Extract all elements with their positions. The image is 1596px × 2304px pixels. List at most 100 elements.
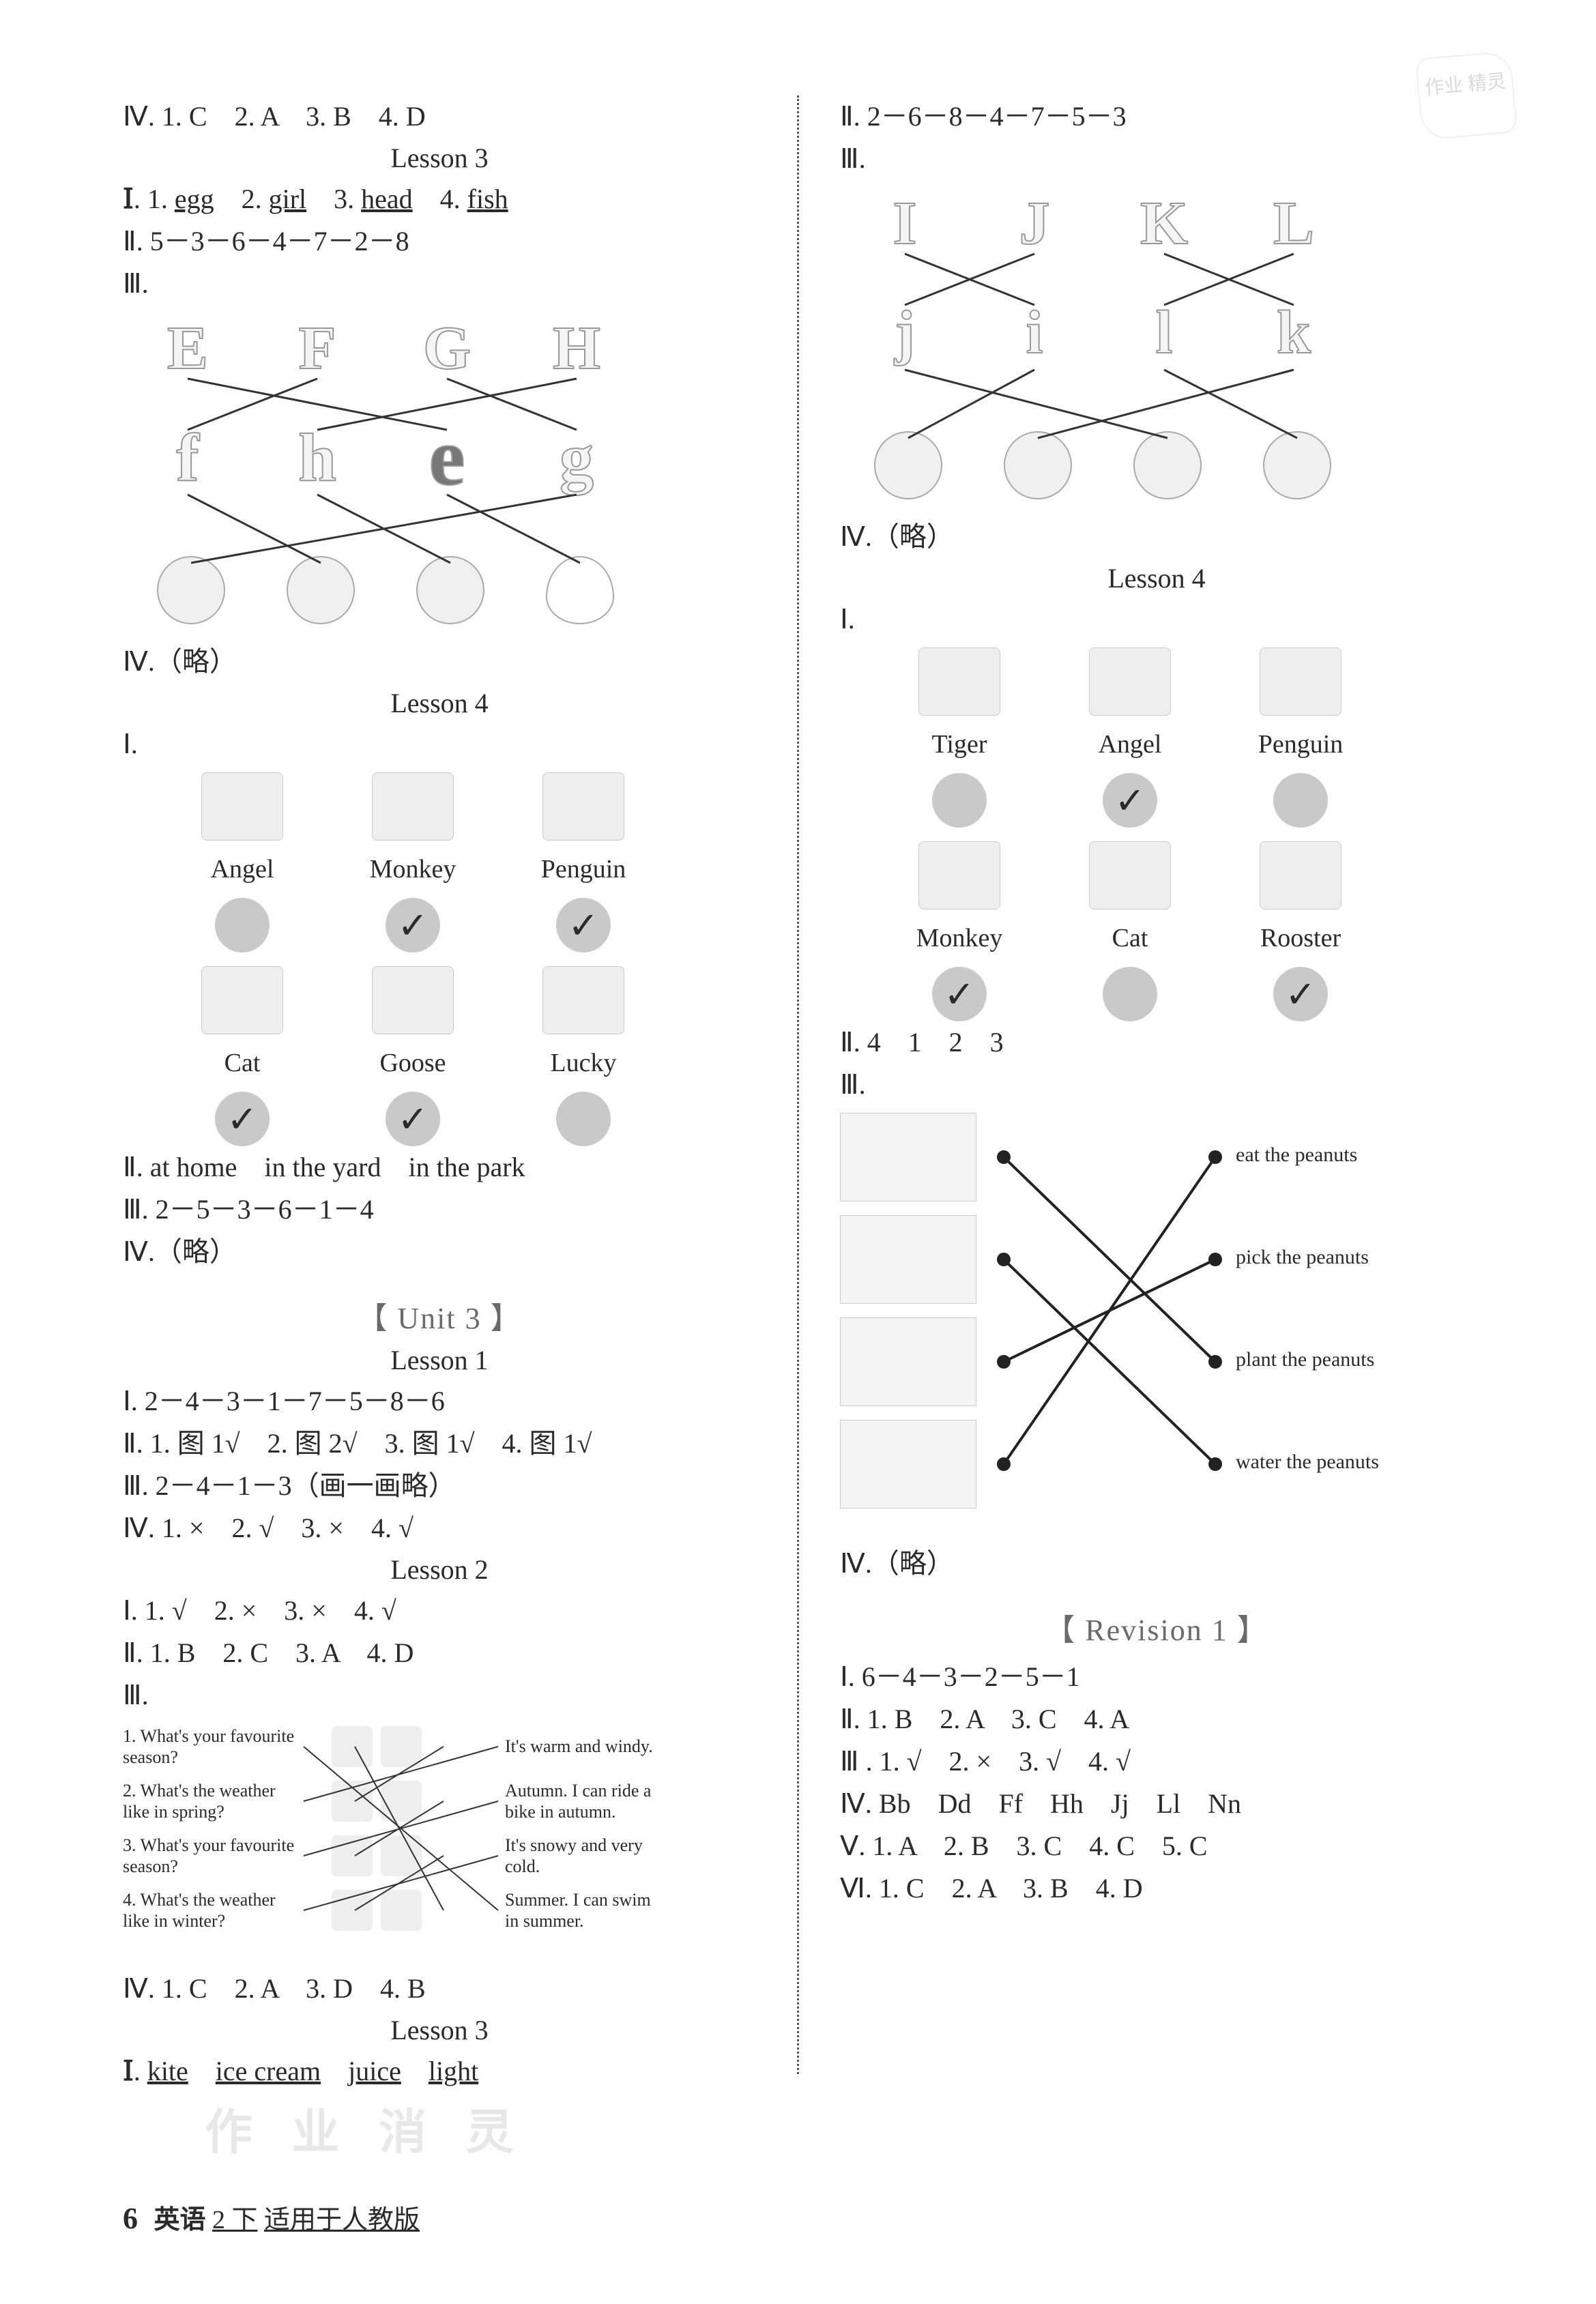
r-l4-iii-label: Ⅲ. <box>840 1064 1473 1106</box>
letter-g-lc: g <box>539 420 614 495</box>
letter-e-lc: e <box>409 420 484 495</box>
img-winter-scene <box>840 1420 976 1508</box>
img-summer-scene <box>840 1215 976 1304</box>
icon-lamp <box>1263 431 1331 499</box>
mark-angel-r: ✓ <box>1103 773 1157 828</box>
mark-penguin: ✓ <box>556 898 611 952</box>
label-water-peanuts: water the peanuts <box>1236 1450 1379 1474</box>
label-goose: Goose <box>379 1048 446 1078</box>
r-iv-omit2: Ⅳ.（略） <box>840 1543 1473 1585</box>
icon-egg <box>546 556 614 624</box>
label-lucky: Lucky <box>550 1048 616 1078</box>
dot-l1 <box>997 1150 1011 1164</box>
u3-l2-title: Lesson 2 <box>123 1554 756 1586</box>
u3-l1-title: Lesson 1 <box>123 1344 756 1376</box>
r-ii-seq: Ⅱ. 2－6－8－4－7－5－3 <box>840 96 1473 138</box>
word-egg: egg <box>175 184 214 214</box>
rev-v: Ⅴ. 1. A 2. B 3. C 4. C 5. C <box>840 1825 1473 1867</box>
mark-penguin-r <box>1273 773 1328 828</box>
dot-l3 <box>997 1355 1011 1369</box>
mark-tiger <box>932 773 987 828</box>
bike-icon <box>332 1726 373 1767</box>
label-eat-peanuts: eat the peanuts <box>1236 1143 1357 1167</box>
r-lesson4-title: Lesson 4 <box>840 562 1473 594</box>
letter-i-lc: i <box>997 295 1072 370</box>
swim-icon <box>381 1890 422 1931</box>
letter-match-ijkl: I J K L j i l k <box>847 186 1365 513</box>
mark-goose: ✓ <box>386 1092 440 1146</box>
iv-answers: Ⅳ. 1. C 2. A 3. B 4. D <box>123 96 756 138</box>
left-column: Ⅳ. 1. C 2. A 3. B 4. D Lesson 3 Ⅰ. 1. eg… <box>123 96 756 2142</box>
qa-match: 1. What's your favourite season? 2. What… <box>123 1719 669 1965</box>
u3-l1-iv: Ⅳ. 1. × 2. √ 3. × 4. √ <box>123 1507 756 1549</box>
label-monkey-r: Monkey <box>916 923 1003 953</box>
letter-K: K <box>1127 186 1202 261</box>
img-angel <box>201 772 283 841</box>
dot-l4 <box>997 1457 1011 1471</box>
r-l4-i-label: Ⅰ. <box>840 604 855 635</box>
dot-r2 <box>1208 1253 1222 1266</box>
u3-l2-iv: Ⅳ. 1. C 2. A 3. D 4. B <box>123 1968 756 2010</box>
spring-icon <box>332 1781 373 1822</box>
mark-angel <box>215 898 270 952</box>
page-footer: 6 英语 2 下 适用于人教版 <box>123 2198 420 2236</box>
rev-iv: Ⅳ. Bb Dd Ff Hh Jj Ll Nn <box>840 1783 1473 1825</box>
letter-j-lc: j <box>867 295 942 370</box>
word-light: light <box>429 2056 478 2086</box>
letter-E: E <box>150 310 225 385</box>
letter-L-lc: l <box>1127 295 1202 370</box>
u3-l1-ii: Ⅱ. 1. 图 1√ 2. 图 2√ 3. 图 1√ 4. 图 1√ <box>123 1423 756 1465</box>
footer-subject: 英语 <box>154 2206 206 2234</box>
label-angel: Angel <box>211 854 274 884</box>
dot-r1 <box>1208 1150 1222 1164</box>
img-rooster <box>1260 841 1341 909</box>
l4-iii: Ⅲ. 2－5－3－6－1－4 <box>123 1189 756 1231</box>
mark-lucky <box>556 1092 611 1146</box>
lesson3-title: Lesson 3 <box>123 142 756 174</box>
img-monkey <box>372 772 454 841</box>
qa-a2: Autumn. I can ride a bike in autumn. <box>505 1774 669 1828</box>
u3-l2-i: Ⅰ. 1. √ 2. × 3. × 4. √ <box>123 1590 756 1632</box>
qa-q3: 3. What's your favourite season? <box>123 1828 300 1883</box>
icon-kite <box>1004 431 1072 499</box>
icon-girl <box>157 556 225 624</box>
mark-monkey: ✓ <box>386 898 440 952</box>
label-monkey: Monkey <box>370 854 456 884</box>
letter-G: G <box>409 310 484 385</box>
u3-l1-i: Ⅰ. 2－4－3－1－7－5－8－6 <box>123 1380 756 1423</box>
dot-r4 <box>1208 1457 1222 1471</box>
rev-i: Ⅰ. 6－4－3－2－5－1 <box>840 1656 1473 1698</box>
label-plant-peanuts: plant the peanuts <box>1236 1348 1374 1371</box>
letter-H: H <box>539 310 614 385</box>
img-autumn-scene <box>840 1317 976 1406</box>
l3-ii: Ⅱ. 5－3－6－4－7－2－8 <box>123 220 756 263</box>
column-divider <box>797 96 799 2074</box>
l3-iv-omit: Ⅳ.（略） <box>123 641 756 683</box>
icon-head <box>416 556 484 624</box>
label-rooster: Rooster <box>1260 923 1341 953</box>
l4-ii: Ⅱ. at home in the yard in the park <box>123 1146 756 1189</box>
label-penguin-r: Penguin <box>1258 729 1344 759</box>
r-l4-ii: Ⅱ. 4 1 2 3 <box>840 1021 1473 1064</box>
img-lucky <box>542 966 624 1034</box>
l4-i-label: Ⅰ. <box>123 729 138 759</box>
mark-monkey-r: ✓ <box>932 967 987 1021</box>
label-penguin: Penguin <box>541 854 626 884</box>
mark-cat-r <box>1103 967 1157 1021</box>
mark-cat: ✓ <box>215 1092 270 1146</box>
qa-q1: 1. What's your favourite season? <box>123 1719 300 1774</box>
rev-ii: Ⅱ. 1. B 2. A 3. C 4. A <box>840 1698 1473 1740</box>
r-iv-omit: Ⅳ.（略） <box>840 516 1473 558</box>
img-goose <box>372 966 454 1034</box>
l4-grid-right: Tiger Angel Penguin ✓ Monkey Cat Rooster… <box>895 647 1473 1021</box>
letter-F: F <box>280 310 355 385</box>
label-cat-r: Cat <box>1112 923 1148 953</box>
letter-match-efgh: E F G H f h e g <box>130 310 648 638</box>
img-angel-r <box>1089 647 1171 716</box>
qa-a1: It's warm and windy. <box>505 1719 669 1774</box>
qa-q4: 4. What's the weather like in winter? <box>123 1883 300 1938</box>
img-cat-r <box>1089 841 1171 909</box>
label-tiger: Tiger <box>932 729 987 759</box>
footer-grade: 2 下 <box>212 2206 258 2234</box>
word-juice: juice <box>348 2056 401 2086</box>
